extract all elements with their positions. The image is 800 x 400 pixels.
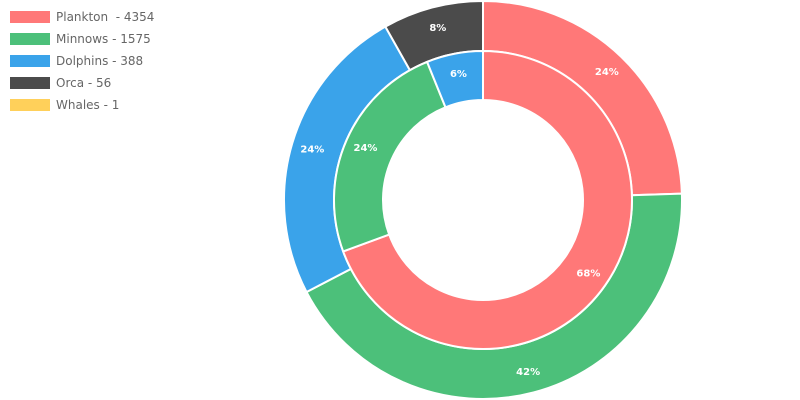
legend-swatch-dolphins bbox=[10, 55, 50, 67]
inner-ring-label-1: 24% bbox=[354, 143, 378, 154]
inner-ring-slice-2[interactable] bbox=[425, 49, 484, 109]
outer-ring-label-1: 42% bbox=[516, 367, 540, 378]
legend-item-minnows[interactable]: Minnows - 1575 bbox=[10, 28, 154, 50]
outer-ring-label-3: 8% bbox=[429, 23, 446, 34]
legend-item-orca[interactable]: Orca - 56 bbox=[10, 72, 154, 94]
legend-label-plankton: Plankton - 4354 bbox=[56, 10, 155, 24]
chart-rings bbox=[283, 0, 683, 400]
legend-item-dolphins[interactable]: Dolphins - 388 bbox=[10, 50, 154, 72]
legend-item-plankton[interactable]: Plankton - 4354 bbox=[10, 6, 154, 28]
legend-swatch-orca bbox=[10, 77, 50, 89]
chart-labels: 24% 42% 24% 8% 68% 24% 6% bbox=[300, 23, 618, 378]
inner-ring-label-0: 68% bbox=[576, 269, 600, 280]
inner-ring-label-2: 6% bbox=[450, 69, 467, 80]
legend-label-orca: Orca - 56 bbox=[56, 76, 112, 90]
legend-label-whales: Whales - 1 bbox=[56, 98, 120, 112]
legend-item-whales[interactable]: Whales - 1 bbox=[10, 94, 154, 116]
outer-ring-label-2: 24% bbox=[300, 144, 324, 155]
legend: Plankton - 4354 Minnows - 1575 Dolphins … bbox=[10, 6, 154, 116]
legend-swatch-plankton bbox=[10, 11, 50, 23]
outer-ring-label-0: 24% bbox=[595, 67, 619, 78]
legend-swatch-minnows bbox=[10, 33, 50, 45]
legend-label-minnows: Minnows - 1575 bbox=[56, 32, 151, 46]
legend-label-dolphins: Dolphins - 388 bbox=[56, 54, 144, 68]
legend-swatch-whales bbox=[10, 99, 50, 111]
inner-ring-slice-0[interactable] bbox=[341, 49, 633, 350]
